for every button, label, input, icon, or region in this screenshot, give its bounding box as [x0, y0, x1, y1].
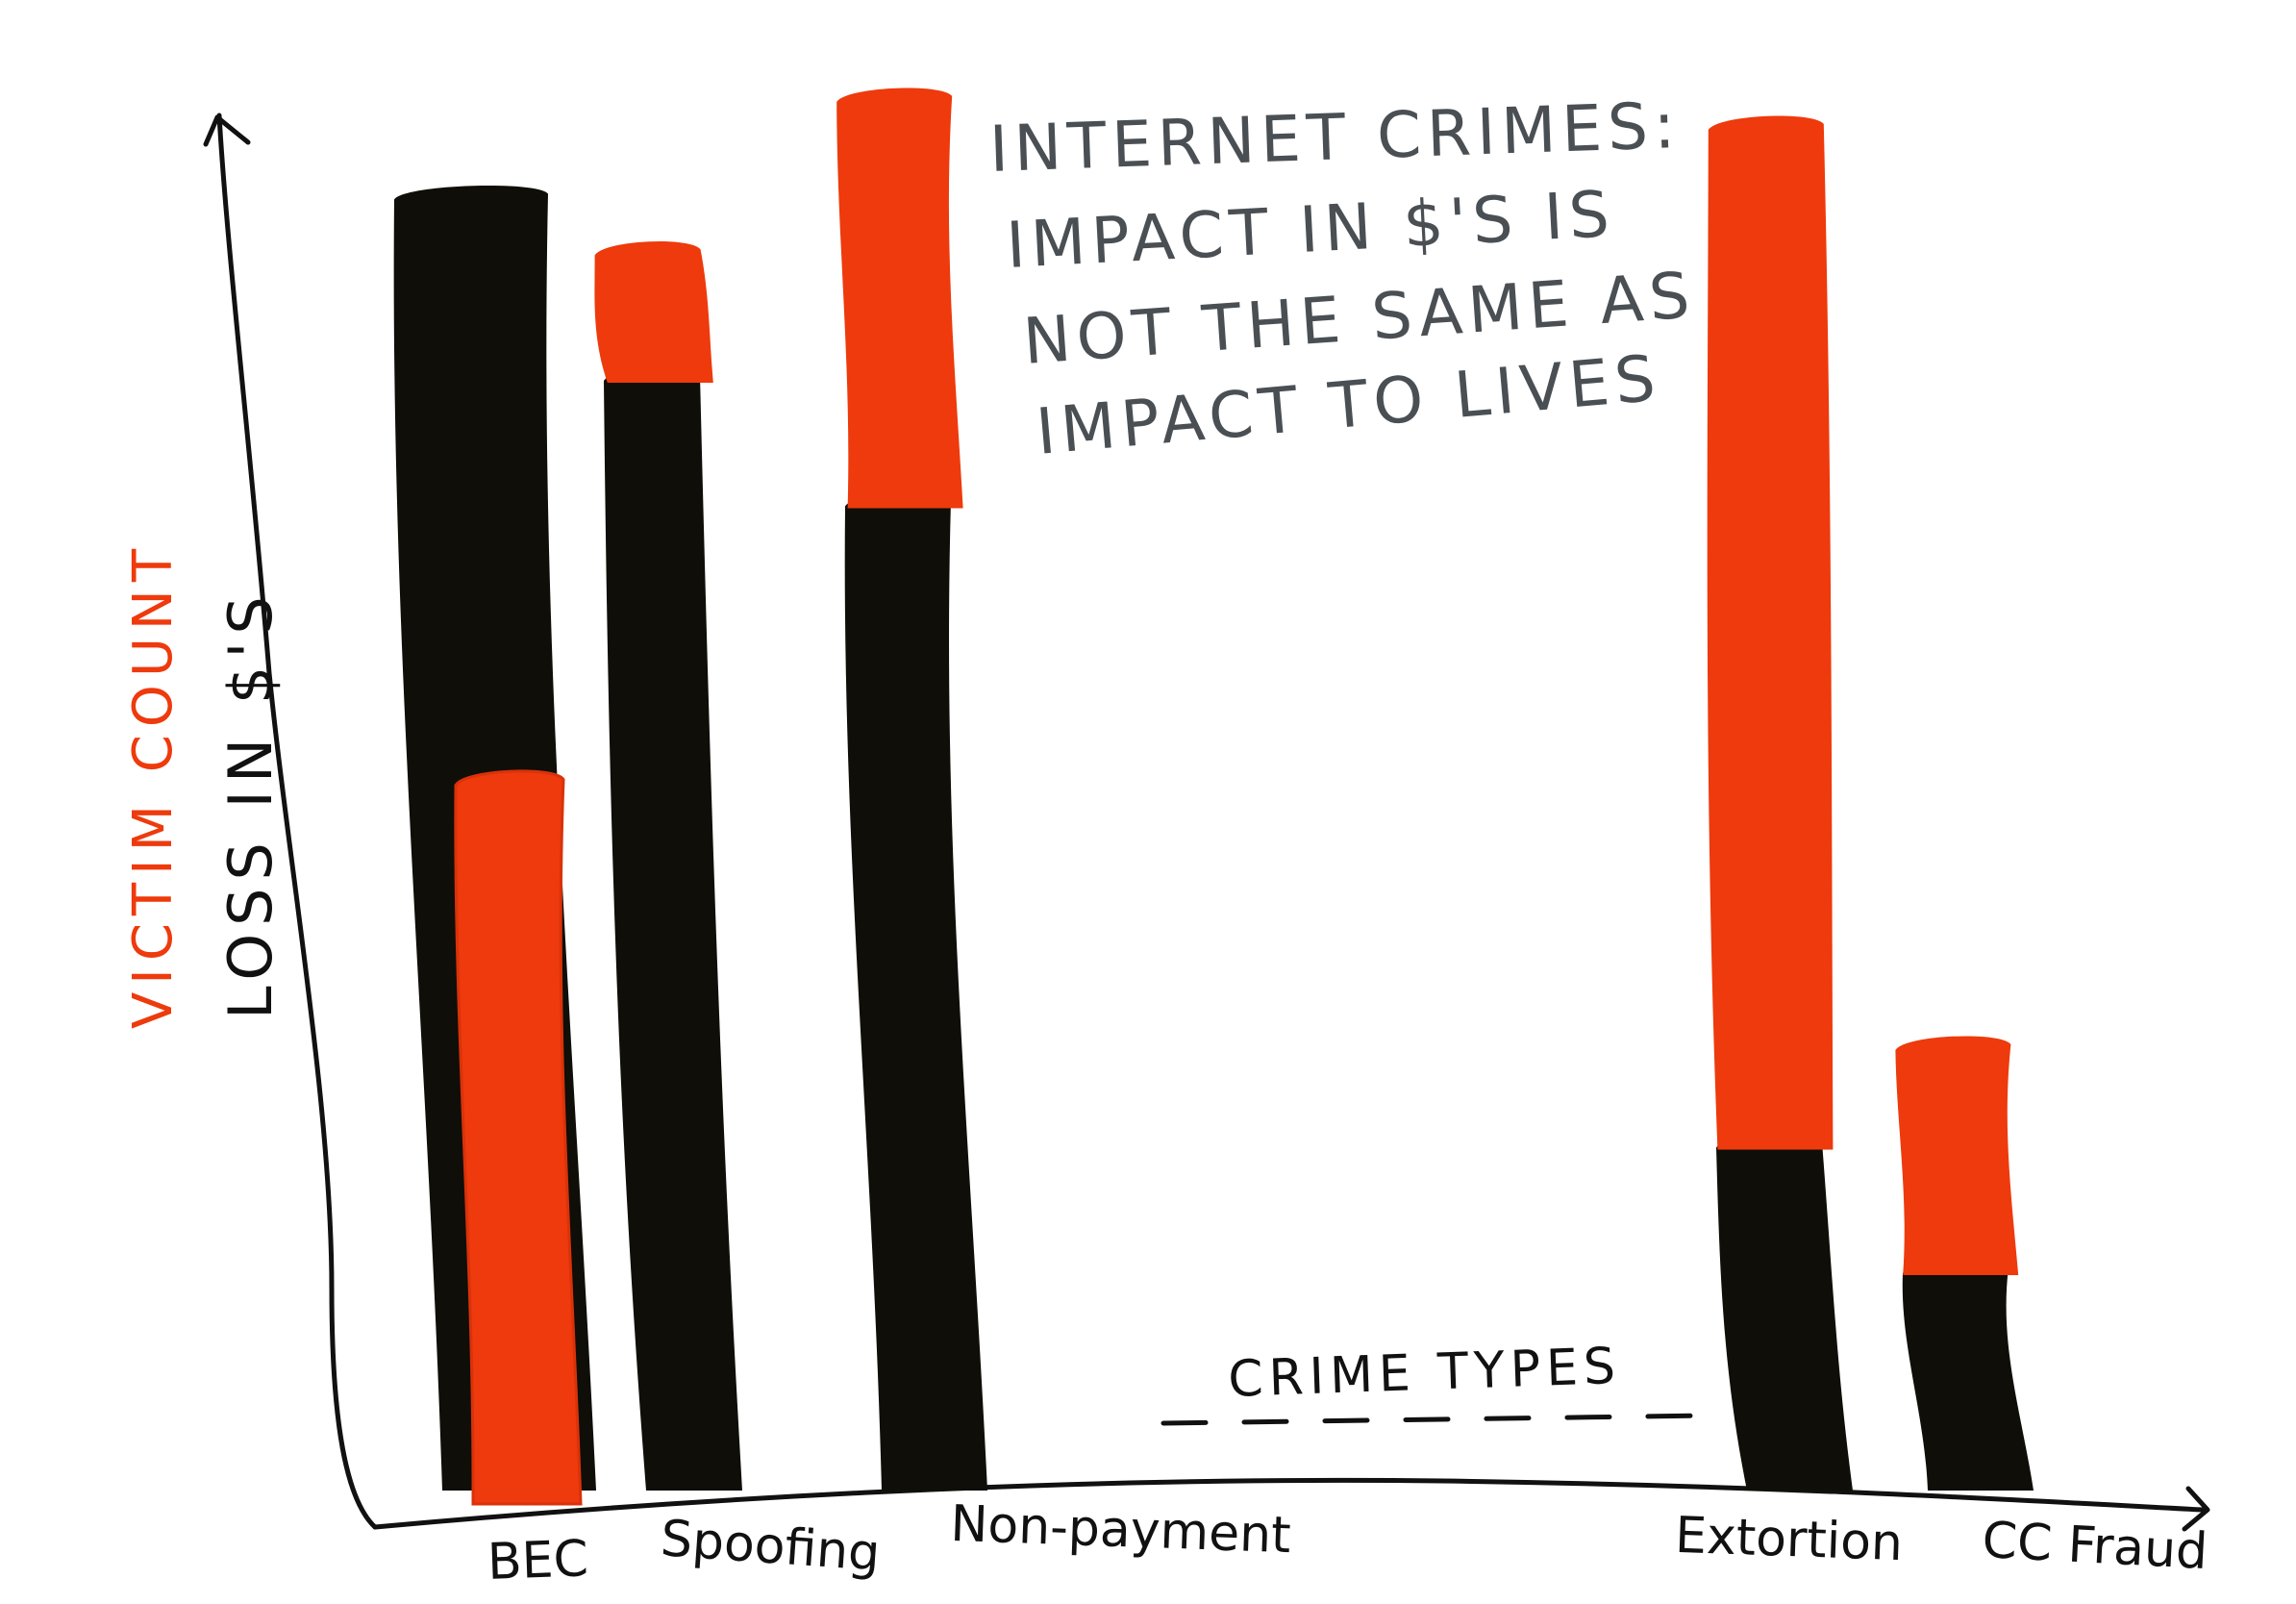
bar-victims — [454, 769, 583, 1506]
bar-loss — [844, 491, 987, 1491]
x-axis — [372, 1477, 2205, 1530]
tick-label-non-payment: Non-payment — [950, 1495, 1292, 1565]
bar-loss — [1902, 1259, 2034, 1491]
tick-label-cc-fraud: CC Fraud — [1981, 1512, 2209, 1581]
title-line-2: IMPACT IN $'S IS — [1005, 177, 1617, 283]
tick-label-bec: BEC — [487, 1530, 589, 1591]
x-axis-label-dashes — [1160, 1413, 1714, 1426]
bar-victims — [1895, 1036, 2019, 1275]
bars-group — [393, 88, 2034, 1506]
tick-labels-group: BEC Spoofing Non-payment Extortion CC Fraud — [487, 1495, 2209, 1591]
bar-group-bec — [393, 185, 596, 1506]
y-axis-label-loss: LOSS IN $'S — [215, 589, 286, 1019]
bar-victims — [1707, 115, 1834, 1150]
tick-label-spoofing: Spoofing — [659, 1510, 882, 1583]
bar-group-non-payment — [836, 88, 987, 1491]
bar-loss — [604, 366, 742, 1491]
bar-victims — [836, 88, 963, 509]
y-axis — [216, 113, 378, 1530]
x-axis-label: CRIME TYPES — [1227, 1338, 1622, 1409]
bar-group-cc-fraud — [1895, 1036, 2034, 1491]
bar-victims — [594, 240, 713, 383]
title-line-1: INTERNET CRIMES: — [988, 88, 1683, 187]
x-axis-arrowhead — [2182, 1486, 2210, 1532]
bar-group-spoofing — [594, 240, 742, 1491]
bar-group-extortion — [1707, 115, 1853, 1491]
tick-label-extortion: Extortion — [1674, 1507, 1904, 1572]
y-axis-arrowhead — [203, 114, 251, 147]
bar-loss — [1716, 1133, 1853, 1491]
chart-title: INTERNET CRIMES: IMPACT IN $'S IS NOT TH… — [988, 88, 1698, 469]
y-axis-label-victims: VICTIM COUNT — [122, 541, 185, 1029]
